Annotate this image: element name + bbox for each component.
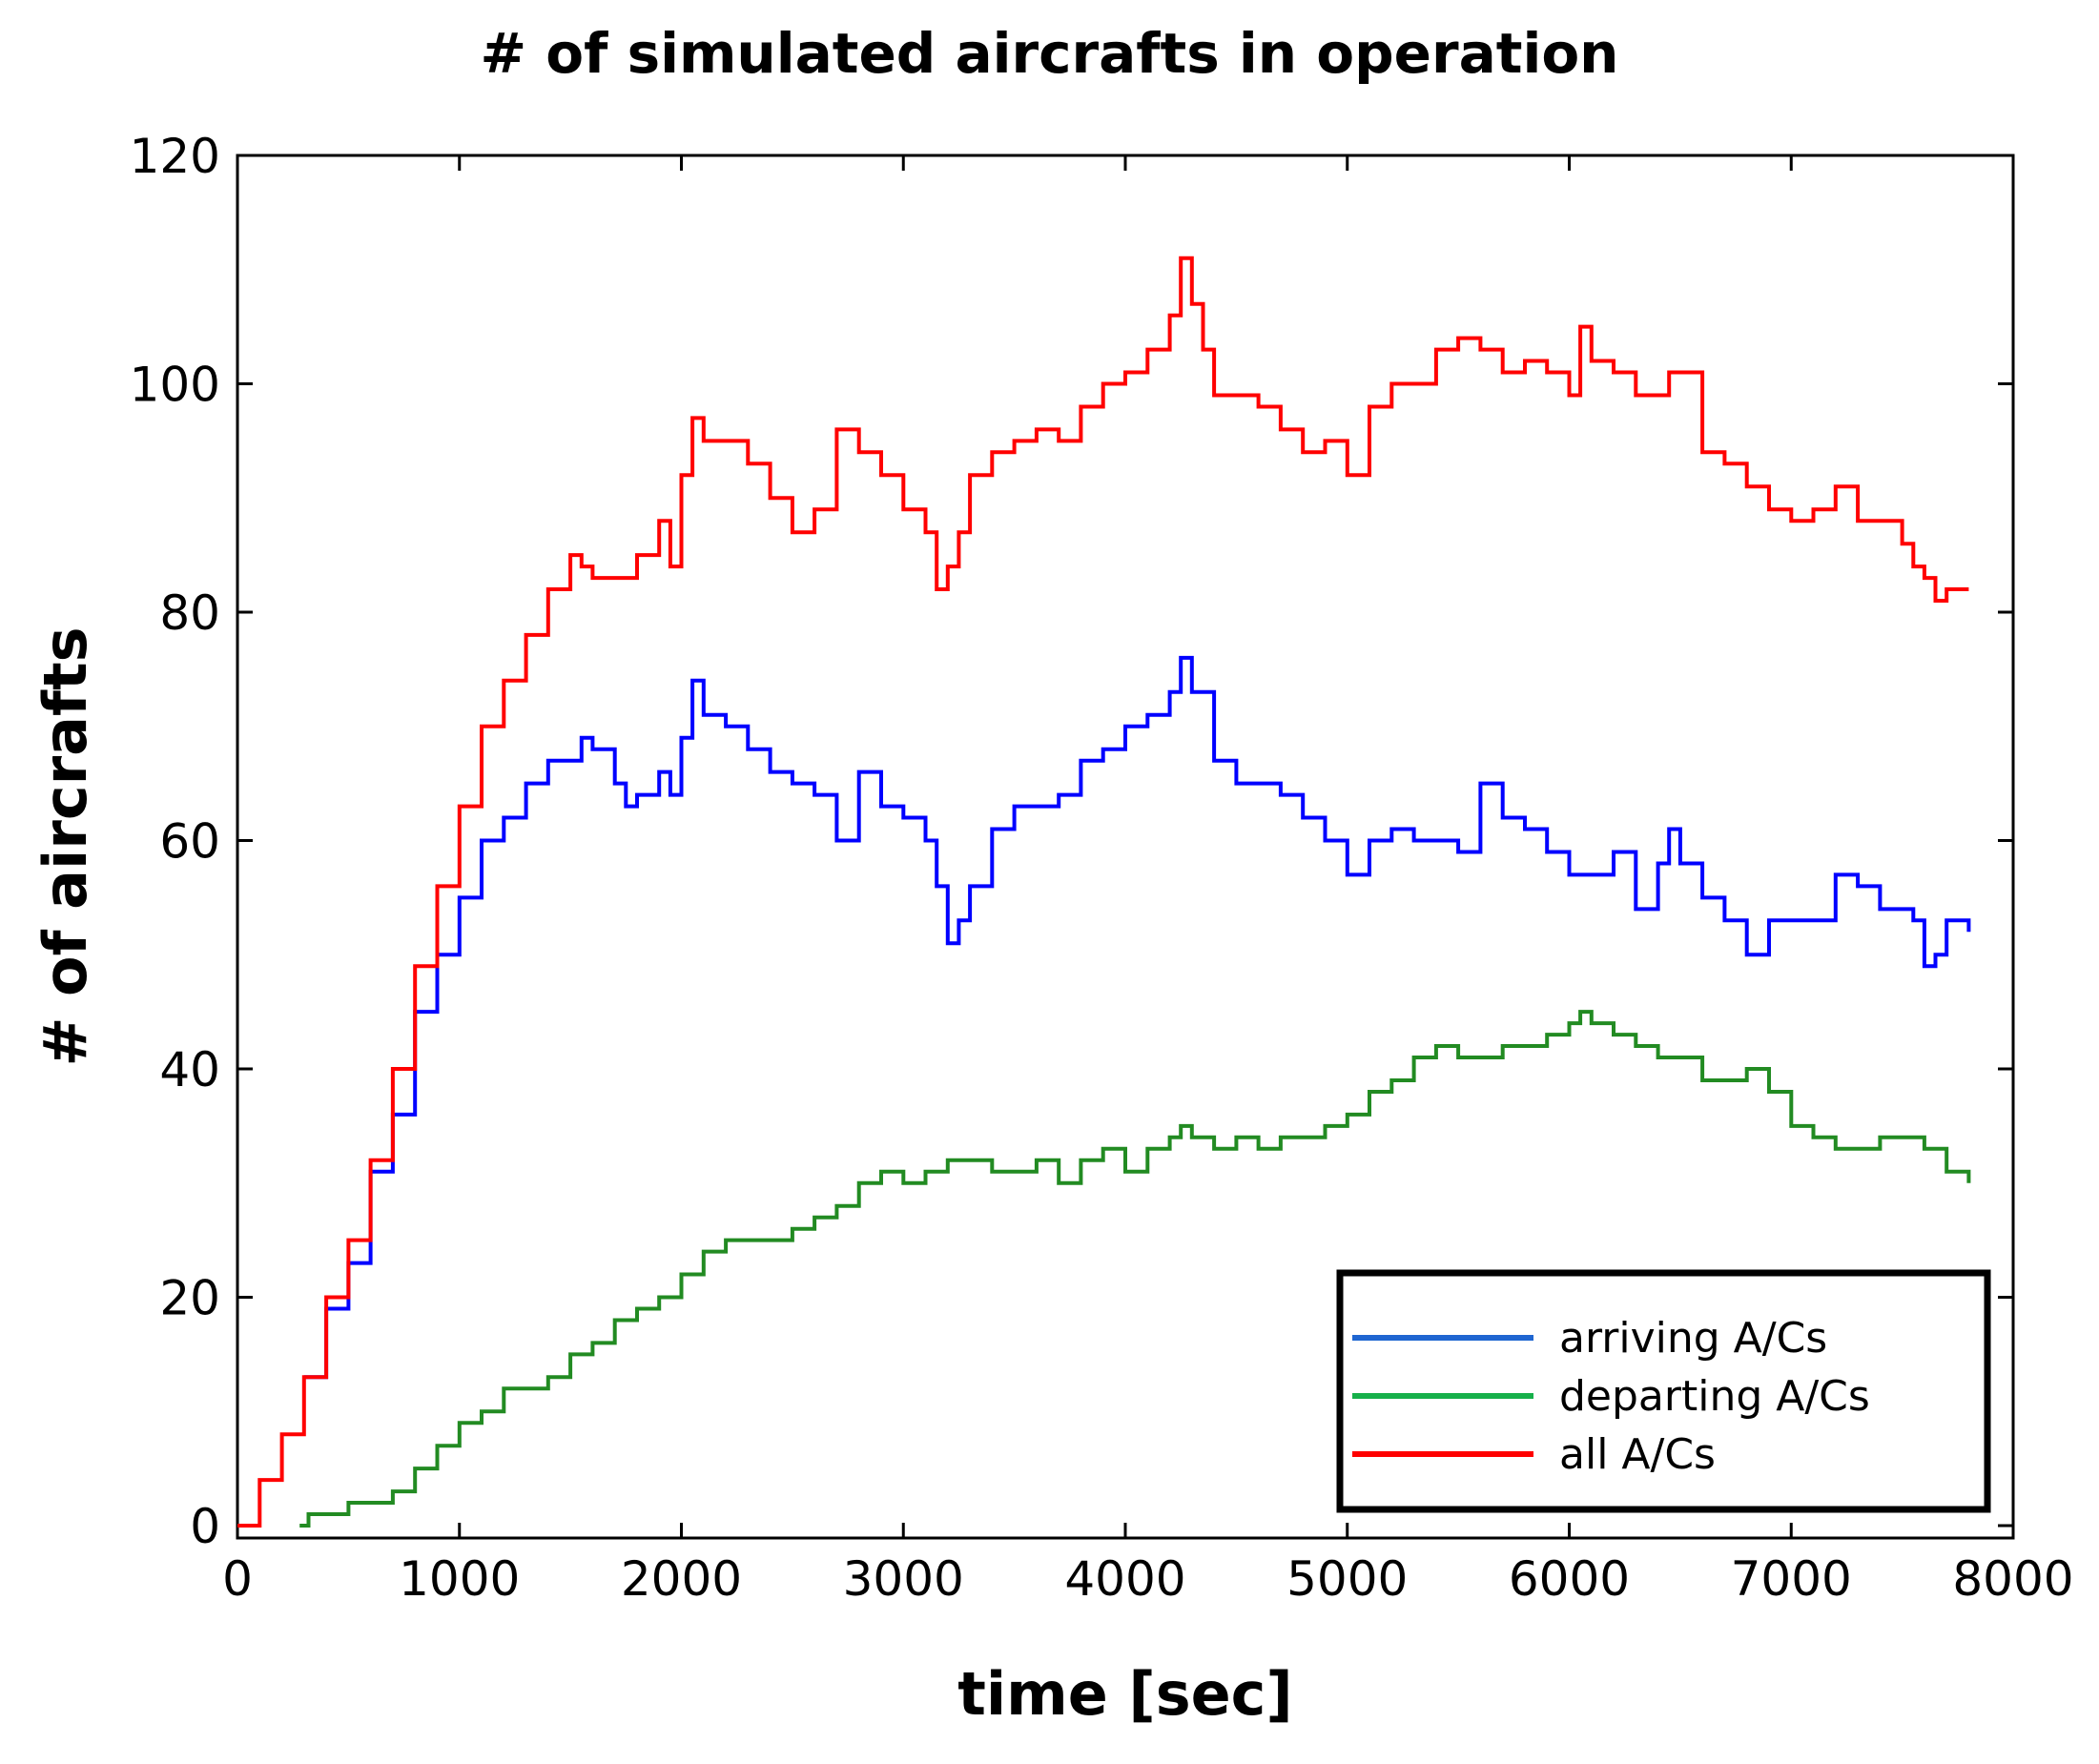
y-tick-label: 20 (159, 1271, 220, 1326)
x-tick-label: 0 (222, 1551, 253, 1607)
y-tick-label: 100 (130, 358, 220, 413)
x-tick-label: 1000 (399, 1551, 520, 1607)
y-tick-label: 0 (190, 1499, 220, 1554)
y-tick-label: 60 (159, 814, 220, 870)
series-arriving-line (303, 655, 1971, 1380)
y-axis-label: # of aircrafts (31, 626, 100, 1066)
y-tick-label: 80 (159, 585, 220, 641)
legend: arriving A/Cs departing A/Cs all A/Cs (1336, 1269, 1991, 1513)
legend-label-all: all A/Cs (1559, 1430, 1716, 1479)
x-tick-label: 5000 (1286, 1551, 1408, 1607)
x-tick-label: 7000 (1731, 1551, 1852, 1607)
legend-label-arriving: arriving A/Cs (1559, 1314, 1827, 1363)
x-axis-label: time [sec] (957, 1659, 1293, 1729)
y-tick-label: 120 (130, 129, 220, 184)
legend-box (1336, 1269, 1991, 1513)
series-all-line (237, 256, 1969, 1528)
x-tick-label: 6000 (1509, 1551, 1630, 1607)
series-group (237, 256, 1971, 1528)
x-tick-label: 8000 (1952, 1551, 2073, 1607)
x-tick-label: 2000 (621, 1551, 742, 1607)
legend-label-departing: departing A/Cs (1559, 1372, 1870, 1421)
y-tick-label: 40 (159, 1042, 220, 1097)
axis-ticks: 0 1000 2000 3000 4000 5000 6000 7000 8000 0 20 40 60… (130, 129, 2074, 1607)
chart-title: # of simulated aircrafts in operation (480, 21, 1619, 86)
x-tick-label: 3000 (843, 1551, 964, 1607)
series-departing-line (299, 1010, 1971, 1528)
x-tick-label: 4000 (1064, 1551, 1185, 1607)
